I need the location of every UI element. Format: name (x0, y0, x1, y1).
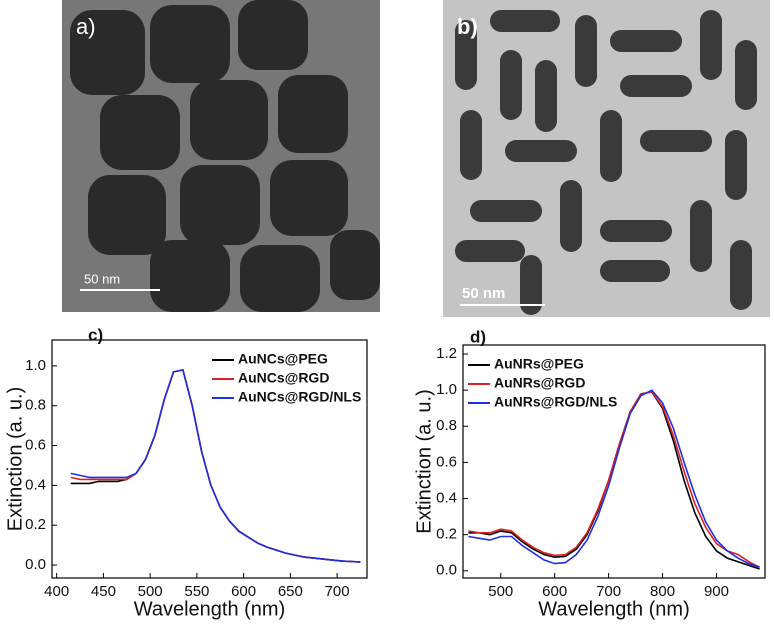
x-tick-label: 500 (138, 583, 163, 600)
x-axis-title: Wavelength (nm) (538, 598, 690, 620)
panel-label: d) (470, 327, 486, 346)
series-line (468, 389, 760, 568)
y-tick-label: 0.8 (25, 397, 46, 414)
legend-label: AuNCs@RGD/NLS (238, 389, 361, 405)
panel-label: c) (88, 325, 103, 344)
scale-bar-label: 50 nm (462, 285, 505, 302)
plot-frame (462, 344, 766, 579)
series-line (468, 391, 760, 568)
y-tick-label: 1.2 (436, 345, 457, 362)
y-tick-label: 0.6 (436, 453, 457, 470)
tem-image-a (62, 0, 380, 312)
x-tick-label: 600 (542, 583, 567, 600)
x-tick-label: 800 (650, 583, 675, 600)
x-tick-label: 450 (91, 583, 116, 600)
series-line (70, 368, 361, 563)
y-tick-label: 0.0 (436, 562, 457, 579)
y-tick-label: 0.4 (436, 489, 457, 506)
plot-frame (51, 339, 368, 579)
y-tick-label: 0.4 (25, 476, 46, 493)
tem-image-b (443, 0, 770, 317)
x-tick-label: 550 (184, 583, 209, 600)
legend-label: AuNCs@RGD (238, 370, 329, 386)
y-tick-label: 1.0 (436, 381, 457, 398)
legend-label: AuNRs@RGD (494, 375, 585, 391)
x-tick-label: 700 (325, 583, 350, 600)
x-tick-label: 650 (278, 583, 303, 600)
x-tick-label: 700 (596, 583, 621, 600)
x-tick-label: 400 (44, 583, 69, 600)
y-tick-label: 1.0 (25, 357, 46, 374)
x-tick-label: 500 (488, 583, 513, 600)
x-tick-label: 900 (704, 583, 729, 600)
x-axis-title: Wavelength (nm) (134, 598, 286, 620)
panel-label: a) (76, 14, 96, 39)
y-tick-label: 0.2 (25, 516, 46, 533)
y-axis-title: Extinction (a. u.) (4, 387, 26, 532)
y-tick-label: 0.0 (25, 556, 46, 573)
y-axis-title: Extinction (a. u.) (413, 389, 435, 534)
x-tick-label: 600 (231, 583, 256, 600)
scale-bar-label: 50 nm (84, 271, 120, 286)
legend-label: AuNRs@RGD/NLS (494, 394, 617, 410)
y-tick-label: 0.2 (436, 526, 457, 543)
y-tick-label: 0.6 (25, 437, 46, 454)
y-tick-label: 0.8 (436, 417, 457, 434)
legend-label: AuNRs@PEG (494, 356, 584, 372)
panel-label: b) (457, 14, 478, 39)
legend-label: AuNCs@PEG (238, 351, 328, 367)
